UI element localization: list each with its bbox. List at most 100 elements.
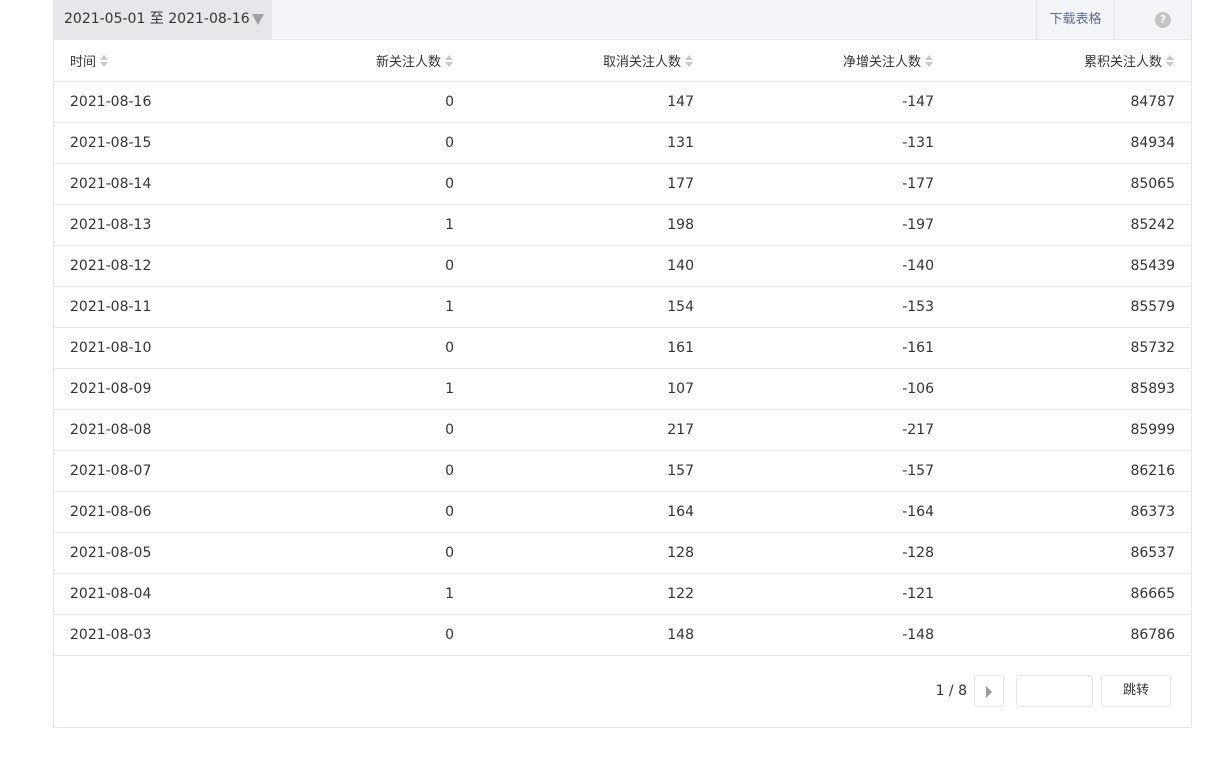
table-cell: -161 <box>710 327 950 369</box>
table-cell: 2021-08-05 <box>54 532 230 574</box>
data-table: 时间 新关注人数 取消关注人数 净增关注人数 累积关注人数 2021-08-16 0 147… <box>54 40 1191 656</box>
table-cell: -197 <box>710 204 950 246</box>
table-cell: 1 <box>230 573 470 615</box>
table-cell: -164 <box>710 491 950 533</box>
table-cell: -128 <box>710 532 950 574</box>
data-panel: 2021-05-01 至 2021-08-16 下载表格 ? 时间 新关注人数 取消… <box>53 0 1192 728</box>
table-cell: -131 <box>710 122 950 164</box>
table-cell: 86373 <box>950 491 1191 533</box>
jump-button[interactable]: 跳转 <box>1101 675 1171 707</box>
table-cell: 2021-08-08 <box>54 409 230 451</box>
table-row: 2021-08-08 0 217 -217 85999 <box>54 409 1191 451</box>
table-cell: 85579 <box>950 286 1191 328</box>
table-cell: 2021-08-07 <box>54 450 230 492</box>
column-header[interactable]: 时间 <box>54 40 230 82</box>
table-cell: 1 <box>230 204 470 246</box>
table-cell: 86665 <box>950 573 1191 615</box>
table-cell: 0 <box>230 450 470 492</box>
sort-icon[interactable] <box>100 54 109 67</box>
table-cell: 0 <box>230 163 470 205</box>
table-row: 2021-08-11 1 154 -153 85579 <box>54 286 1191 328</box>
column-header-label: 累积关注人数 <box>1083 54 1162 70</box>
table-cell: -217 <box>710 409 950 451</box>
sort-icon[interactable] <box>685 54 694 67</box>
sort-icon[interactable] <box>925 54 934 67</box>
table-cell: 2021-08-14 <box>54 163 230 205</box>
column-header-label: 时间 <box>70 54 97 70</box>
table-cell: 2021-08-06 <box>54 491 230 533</box>
download-table-button[interactable]: 下载表格 <box>1036 0 1115 39</box>
table-cell: 85893 <box>950 368 1191 410</box>
column-header[interactable]: 累积关注人数 <box>950 40 1191 82</box>
table-row: 2021-08-14 0 177 -177 85065 <box>54 163 1191 205</box>
table-cell: -157 <box>710 450 950 492</box>
table-cell: -140 <box>710 245 950 287</box>
table-cell: 161 <box>470 327 710 369</box>
column-header[interactable]: 新关注人数 <box>230 40 470 82</box>
column-header-label: 取消关注人数 <box>602 54 681 70</box>
date-range-text: 2021-05-01 至 2021-08-16 <box>64 11 250 27</box>
table-cell: 2021-08-10 <box>54 327 230 369</box>
date-range-picker[interactable]: 2021-05-01 至 2021-08-16 <box>54 0 272 39</box>
table-cell: -121 <box>710 573 950 615</box>
table-cell: 147 <box>470 81 710 123</box>
table-row: 2021-08-15 0 131 -131 84934 <box>54 122 1191 164</box>
table-row: 2021-08-04 1 122 -121 86665 <box>54 573 1191 615</box>
table-cell: 1 <box>230 286 470 328</box>
table-cell: 2021-08-09 <box>54 368 230 410</box>
table-row: 2021-08-10 0 161 -161 85732 <box>54 327 1191 369</box>
table-cell: -148 <box>710 614 950 656</box>
table-cell: 0 <box>230 245 470 287</box>
toolbar: 2021-05-01 至 2021-08-16 下载表格 ? <box>54 0 1191 40</box>
table-cell: 85999 <box>950 409 1191 451</box>
column-header[interactable]: 净增关注人数 <box>710 40 950 82</box>
table-cell: 0 <box>230 122 470 164</box>
table-row: 2021-08-09 1 107 -106 85893 <box>54 368 1191 410</box>
table-row: 2021-08-06 0 164 -164 86373 <box>54 491 1191 533</box>
table-cell: 84934 <box>950 122 1191 164</box>
table-cell: 0 <box>230 81 470 123</box>
table-cell: 85242 <box>950 204 1191 246</box>
table-cell: 177 <box>470 163 710 205</box>
table-row: 2021-08-12 0 140 -140 85439 <box>54 245 1191 287</box>
page-info: 1 / 8 <box>935 683 967 699</box>
table-cell: 157 <box>470 450 710 492</box>
table-cell: -177 <box>710 163 950 205</box>
column-header[interactable]: 取消关注人数 <box>470 40 710 82</box>
table-cell: -106 <box>710 368 950 410</box>
table-cell: 0 <box>230 491 470 533</box>
table-row: 2021-08-16 0 147 -147 84787 <box>54 81 1191 123</box>
help-icon[interactable]: ? <box>1155 12 1171 28</box>
table-cell: 217 <box>470 409 710 451</box>
table-cell: 2021-08-03 <box>54 614 230 656</box>
table-cell: 1 <box>230 368 470 410</box>
table-row: 2021-08-13 1 198 -197 85242 <box>54 204 1191 246</box>
column-header-label: 净增关注人数 <box>842 54 921 70</box>
table-header-row: 时间 新关注人数 取消关注人数 净增关注人数 累积关注人数 <box>54 40 1191 82</box>
table-cell: 86786 <box>950 614 1191 656</box>
table-cell: 198 <box>470 204 710 246</box>
jump-page-input[interactable] <box>1016 675 1093 707</box>
table-cell: 2021-08-16 <box>54 81 230 123</box>
table-cell: 86537 <box>950 532 1191 574</box>
table-cell: -153 <box>710 286 950 328</box>
table-cell: 84787 <box>950 81 1191 123</box>
table-cell: 0 <box>230 409 470 451</box>
caret-down-icon <box>252 14 264 25</box>
next-page-button[interactable] <box>974 675 1004 707</box>
table-cell: 85439 <box>950 245 1191 287</box>
table-cell: 2021-08-12 <box>54 245 230 287</box>
table-row: 2021-08-07 0 157 -157 86216 <box>54 450 1191 492</box>
table-row: 2021-08-05 0 128 -128 86537 <box>54 532 1191 574</box>
table-cell: 0 <box>230 532 470 574</box>
table-cell: 0 <box>230 327 470 369</box>
table-cell: 2021-08-11 <box>54 286 230 328</box>
table-cell: 131 <box>470 122 710 164</box>
table-cell: 148 <box>470 614 710 656</box>
sort-icon[interactable] <box>445 54 454 67</box>
table-cell: 85732 <box>950 327 1191 369</box>
table-cell: 128 <box>470 532 710 574</box>
table-cell: 85065 <box>950 163 1191 205</box>
sort-icon[interactable] <box>1166 54 1175 67</box>
table-row: 2021-08-03 0 148 -148 86786 <box>54 614 1191 656</box>
